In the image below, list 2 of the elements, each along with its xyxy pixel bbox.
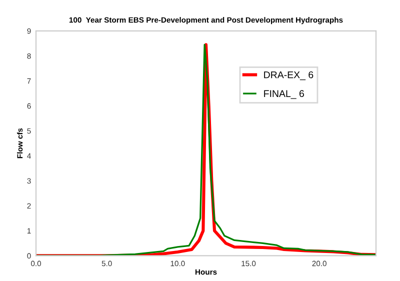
legend-label: FINAL_ 6: [264, 90, 304, 99]
legend-label: DRA-EX_ 6: [264, 71, 314, 80]
